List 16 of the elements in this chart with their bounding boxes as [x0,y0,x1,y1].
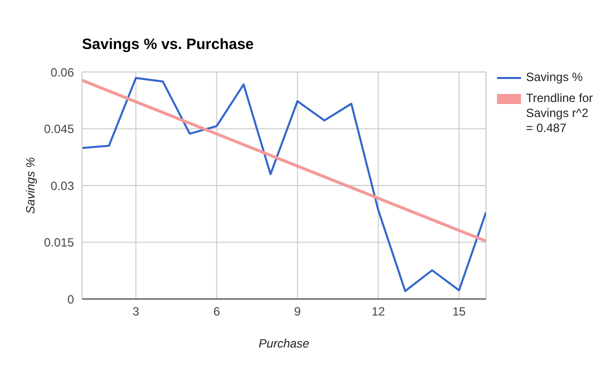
legend-label: Savings % [526,70,584,85]
y-tick-label: 0.03 [50,178,74,193]
legend-label: Trendline for Savings r^2 = 0.487 [526,91,594,136]
y-tick-label: 0.045 [44,122,74,136]
x-tick-label: 6 [213,304,220,319]
x-tick-label: 15 [452,304,466,319]
y-tick-label: 0.015 [44,236,74,250]
line-series [82,77,486,292]
y-axis-title: Savings % [23,156,38,214]
y-tick-label: 0 [67,292,74,306]
x-tick-label: 3 [132,304,140,319]
x-tick-label: 9 [294,304,302,319]
x-axis-title: Purchase [258,336,310,351]
x-tick-label: 12 [372,304,386,319]
chart-title: Savings % vs. Purchase [82,36,254,53]
y-tick-label: 0.06 [50,65,74,80]
